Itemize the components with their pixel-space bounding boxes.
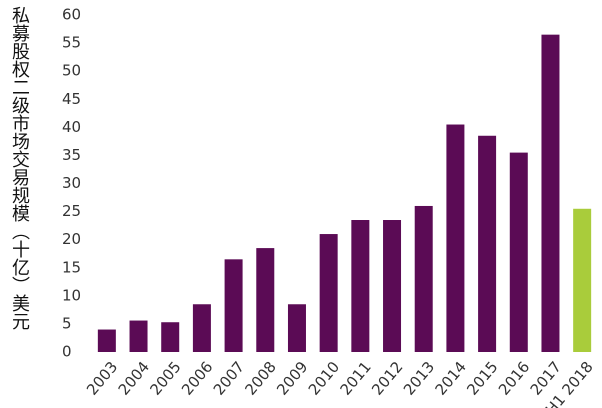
y-tick-label: 20 [62,230,81,248]
x-tick-label: 2009 [273,358,311,399]
bar [573,208,592,352]
y-tick-label: 15 [62,258,81,276]
x-tick-label: 2012 [368,358,406,399]
x-tick-label: 2004 [115,358,153,399]
y-tick-label: 25 [62,202,81,220]
y-axis-label: 私募股权二级市场交易规模（十亿）美元 [9,6,30,330]
y-tick-label: 0 [62,343,72,361]
y-tick-label: 5 [62,314,72,332]
bar [129,320,148,352]
bar [478,135,497,352]
bar [383,220,402,352]
bar [161,322,180,352]
bar [319,234,338,352]
x-tick-label: 2014 [432,358,470,399]
y-tick-label: 50 [62,62,81,80]
x-tick-label: 2007 [210,358,248,399]
y-tick-label: 35 [62,146,81,164]
bar [224,259,243,352]
x-tick-label: 2005 [146,358,184,399]
x-tick-label: 2010 [305,358,343,399]
x-tick-label: 2003 [83,358,121,399]
x-tick-label: 2008 [241,358,279,399]
x-tick-label: 2006 [178,358,216,399]
x-tick-label: 2015 [463,358,501,399]
y-tick-label: 45 [62,90,81,108]
y-tick-label: 40 [62,118,81,136]
bar [97,329,116,352]
x-tick-label: 2013 [400,358,438,399]
x-tick-label: 2016 [495,358,533,399]
bar [541,34,560,353]
y-tick-label: 30 [62,174,81,192]
bar [287,304,306,352]
y-tick-label: 10 [62,286,81,304]
bar [414,205,433,352]
bar [192,304,211,352]
y-tick-label: 60 [62,6,81,24]
bar [256,248,275,352]
bar [351,220,370,352]
bar [446,124,465,353]
y-tick-label: 55 [62,34,81,52]
bar [509,152,528,352]
x-tick-label: 2011 [337,358,375,399]
